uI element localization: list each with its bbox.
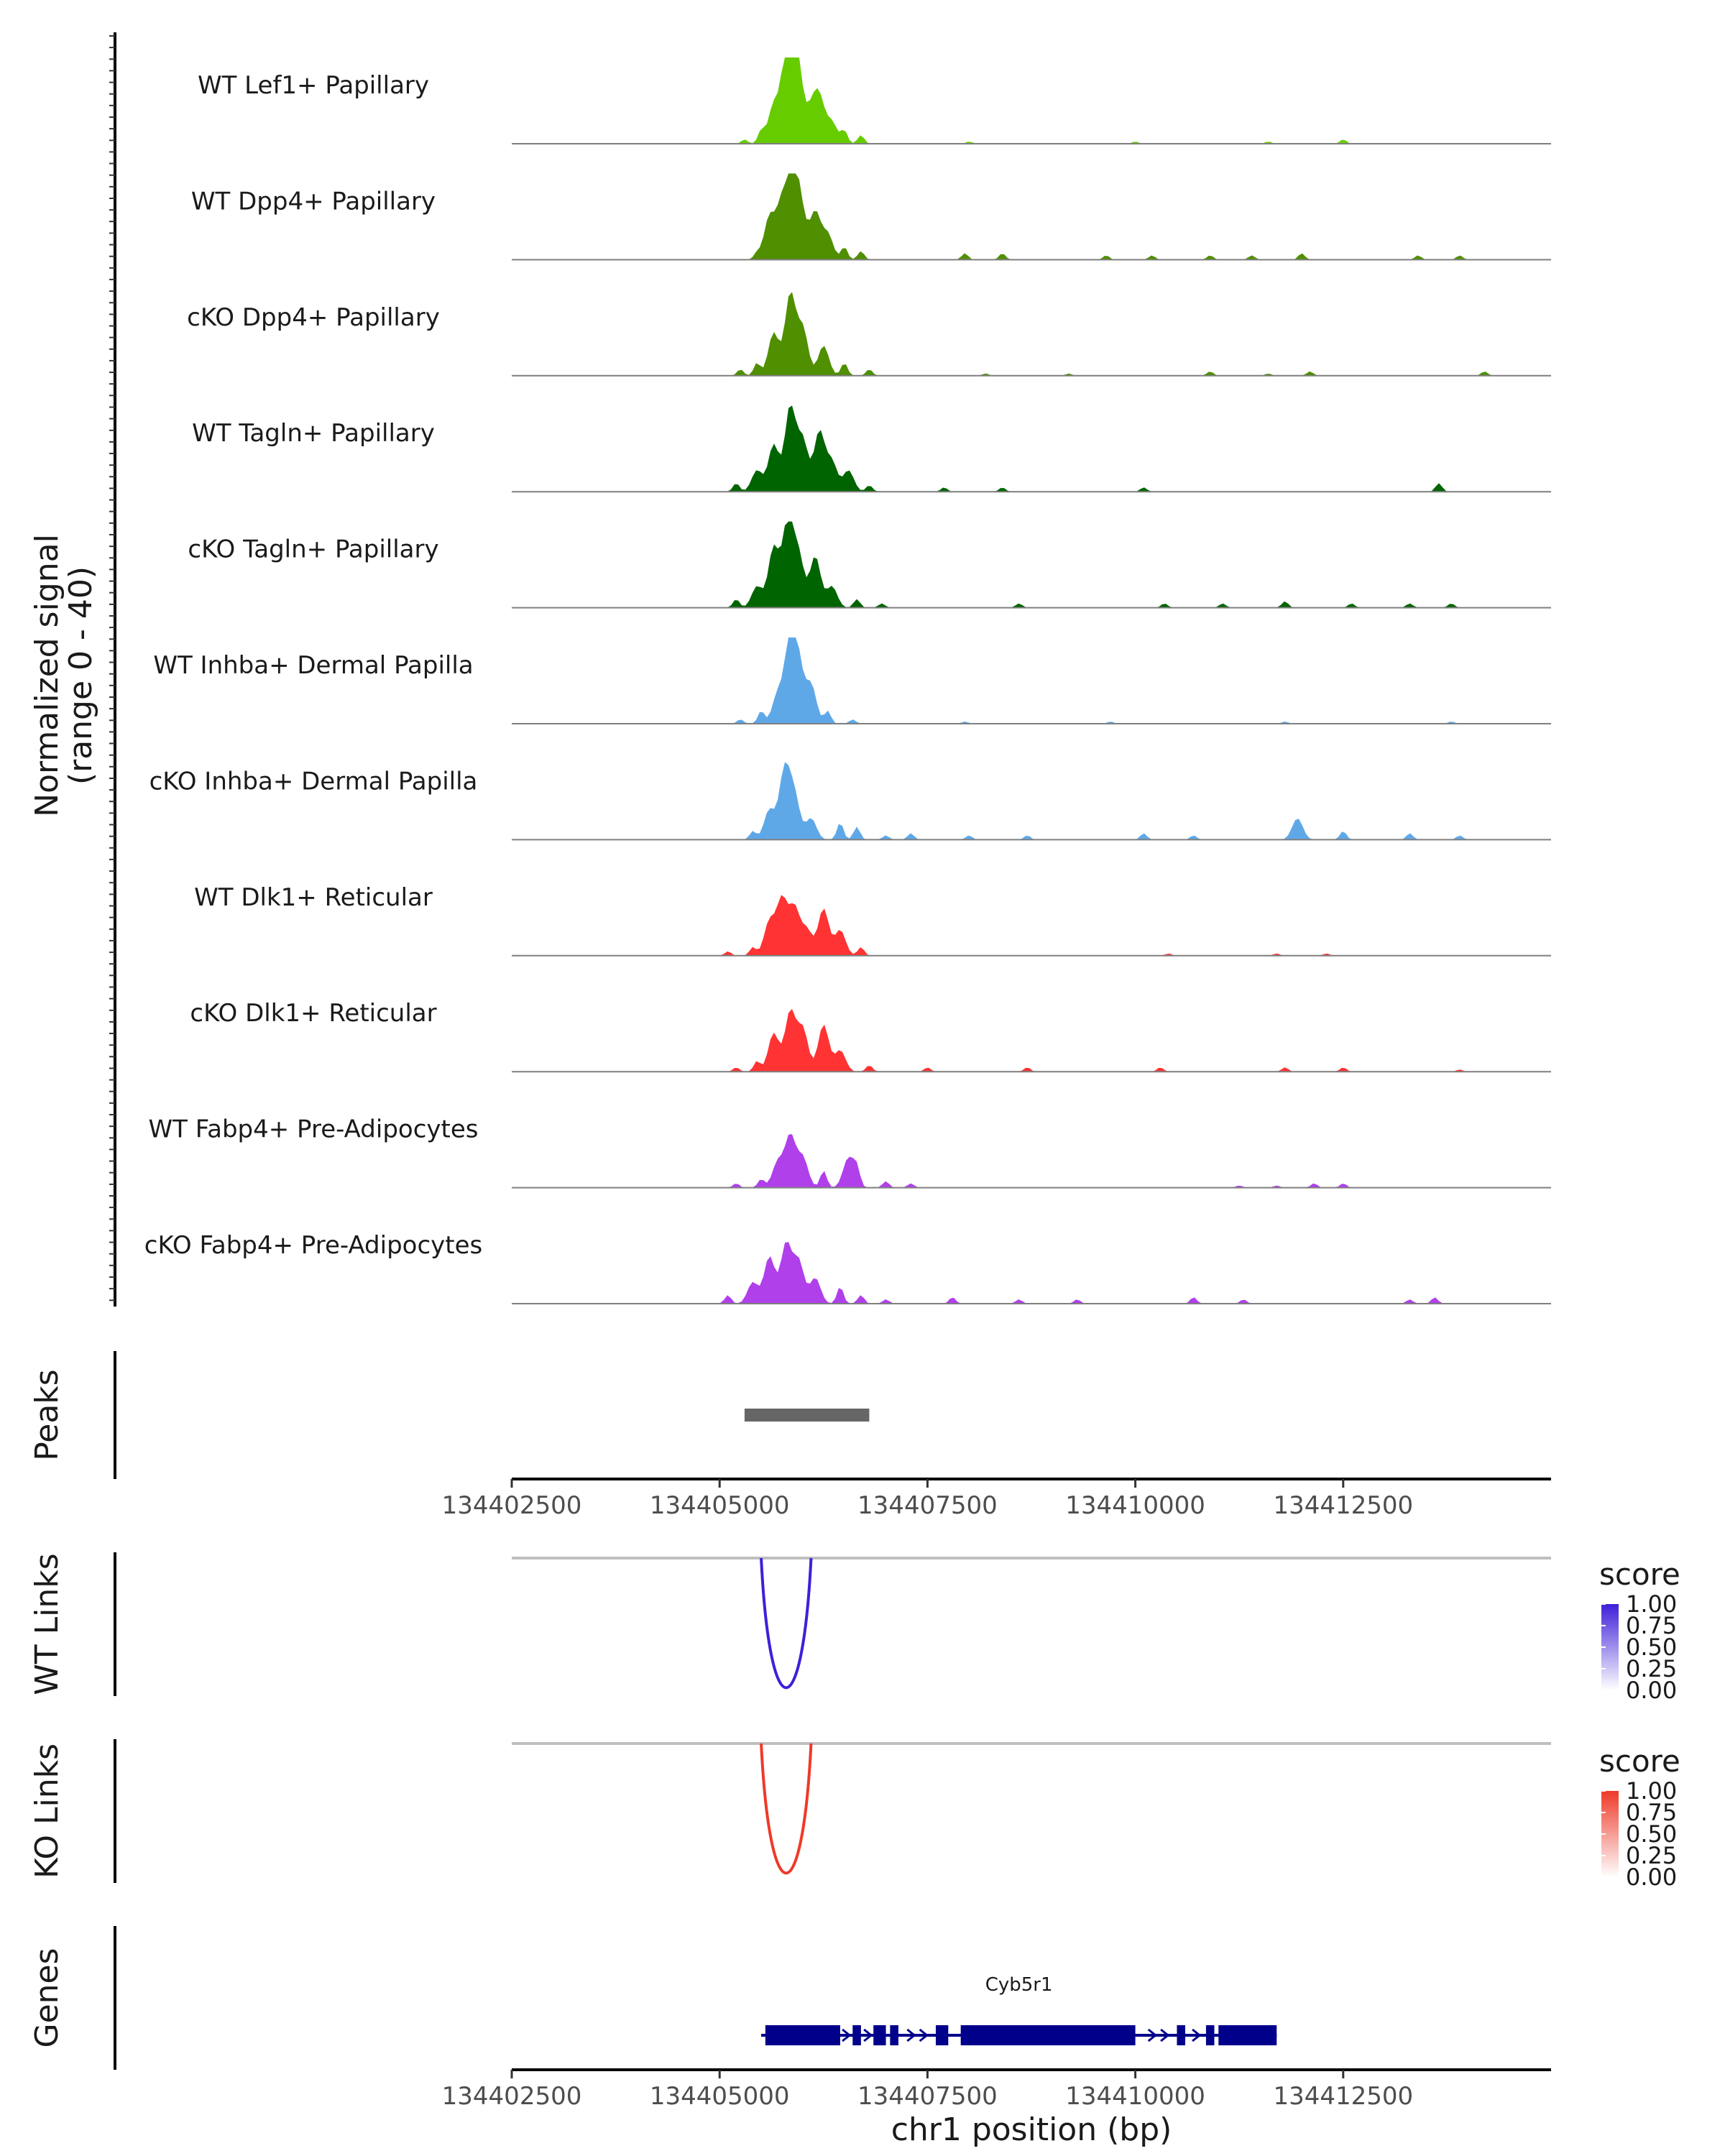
track-label: WT Inhba+ Dermal Papilla xyxy=(153,651,473,680)
coverage-track: WT Dlk1+ Reticular xyxy=(194,883,1551,957)
coverage-track: WT Lef1+ Papillary xyxy=(198,57,1551,144)
ko-legend-ticks: 1.000.750.500.250.00 xyxy=(1601,1777,1677,1891)
gene-exon xyxy=(1177,2025,1186,2045)
link-arc xyxy=(760,1557,813,1690)
gene-strand-arrow xyxy=(919,2028,929,2042)
legend-tick-label: 0.50 xyxy=(1626,1634,1677,1661)
genes-panel-label: Genes xyxy=(29,1948,65,2047)
gene-exon xyxy=(1205,2025,1215,2045)
ko-links xyxy=(512,1742,1551,1875)
x-tick-label: 134410000 xyxy=(1065,1491,1205,1520)
ko-legend-title: score xyxy=(1599,1743,1680,1779)
coverage-area xyxy=(512,895,1551,956)
wt-score-legend: score 1.000.750.500.250.00 xyxy=(1599,1557,1680,1704)
coverage-area xyxy=(512,405,1551,492)
wt-links-label: WT Links xyxy=(29,1553,65,1695)
x-axis-title: chr1 position (bp) xyxy=(891,2111,1172,2148)
coverage-track: WT Tagln+ Papillary xyxy=(192,405,1551,493)
track-label: cKO Dlk1+ Reticular xyxy=(190,999,436,1028)
legend-tick-label: 1.00 xyxy=(1626,1590,1677,1618)
coverage-track: cKO Tagln+ Papillary xyxy=(188,521,1551,609)
coverage-track: cKO Dlk1+ Reticular xyxy=(190,999,1551,1073)
signal-axis-title: Normalized signal xyxy=(29,534,65,817)
legend-tick-label: 0.00 xyxy=(1626,1677,1677,1704)
x-tick-label: 134412500 xyxy=(1273,2082,1413,2111)
x-tick-label: 134412500 xyxy=(1273,1491,1413,1520)
coverage-area xyxy=(512,1242,1551,1304)
legend-tick-label: 0.25 xyxy=(1626,1655,1677,1682)
gene-exon xyxy=(935,2025,949,2045)
x-tick-label: 134402500 xyxy=(442,1491,582,1520)
x-tick-label: 134407500 xyxy=(857,1491,998,1520)
coverage-track: cKO Dpp4+ Papillary xyxy=(187,292,1551,377)
track-label: WT Dpp4+ Papillary xyxy=(191,187,436,216)
track-label: cKO Tagln+ Papillary xyxy=(188,535,438,564)
signal-axis-range: (range 0 - 40) xyxy=(63,566,99,785)
gene-strand-arrow xyxy=(1192,2028,1202,2042)
legend-tick-label: 1.00 xyxy=(1626,1777,1677,1805)
gene-exon xyxy=(890,2025,898,2045)
wt-links xyxy=(512,1557,1551,1690)
track-label: cKO Fabp4+ Pre-Adipocytes xyxy=(144,1231,483,1260)
coverage-track: WT Dpp4+ Papillary xyxy=(191,173,1551,261)
link-arc xyxy=(760,1743,813,1875)
coverage-area xyxy=(512,173,1551,260)
gene-strand-arrow xyxy=(863,2028,873,2042)
track-label: WT Dlk1+ Reticular xyxy=(194,883,433,912)
track-label: WT Tagln+ Papillary xyxy=(192,419,435,448)
peaks-panel-label: Peaks xyxy=(29,1369,65,1460)
gene-strand-arrow xyxy=(1160,2028,1170,2042)
legend-tick-label: 0.00 xyxy=(1626,1864,1677,1891)
coverage-track: WT Inhba+ Dermal Papilla xyxy=(153,637,1551,724)
coverage-area xyxy=(512,1008,1551,1072)
track-label: WT Fabp4+ Pre-Adipocytes xyxy=(149,1115,479,1144)
x-axis-bottom-ticks: 134402500 134405000 134407500 134410000 1344… xyxy=(442,2070,1413,2111)
coverage-area xyxy=(512,762,1551,840)
gene-exon xyxy=(765,2025,840,2045)
gene-exon xyxy=(1218,2025,1277,2045)
track-label: cKO Inhba+ Dermal Papilla xyxy=(150,767,478,796)
x-tick-label: 134405000 xyxy=(650,2082,790,2111)
gene-exon xyxy=(960,2025,1136,2045)
track-label: cKO Dpp4+ Papillary xyxy=(187,303,440,332)
peak-region xyxy=(744,1409,870,1422)
wt-legend-title: score xyxy=(1599,1557,1680,1592)
x-tick-label: 134407500 xyxy=(857,2082,998,2111)
coverage-area xyxy=(512,1134,1551,1188)
coverage-tracks: WT Lef1+ Papillary WT Dpp4+ Papillary cKO … xyxy=(144,57,1551,1304)
x-tick-label: 134402500 xyxy=(442,2082,582,2111)
gene-strand-arrow xyxy=(906,2028,916,2042)
gene-strand-arrow xyxy=(1147,2028,1158,2042)
legend-tick-label: 0.75 xyxy=(1626,1612,1677,1639)
legend-tick-label: 0.75 xyxy=(1626,1799,1677,1826)
coverage-area xyxy=(512,292,1551,376)
coverage-track: WT Fabp4+ Pre-Adipocytes xyxy=(149,1115,1551,1189)
coverage-track: cKO Fabp4+ Pre-Adipocytes xyxy=(144,1231,1551,1304)
x-tick-label: 134410000 xyxy=(1065,2082,1205,2111)
x-axis-top-ticks: 134402500 134405000 134407500 134410000 1344… xyxy=(442,1479,1413,1520)
coverage-area xyxy=(512,637,1551,724)
gene-model xyxy=(761,2025,1277,2045)
x-tick-label: 134405000 xyxy=(650,1491,790,1520)
peak-regions xyxy=(744,1409,870,1422)
track-label: WT Lef1+ Papillary xyxy=(198,71,429,100)
legend-tick-label: 0.25 xyxy=(1626,1842,1677,1869)
coverage-area xyxy=(512,521,1551,608)
legend-tick-label: 0.50 xyxy=(1626,1820,1677,1848)
gene-exon xyxy=(873,2025,886,2045)
signal-axis-ticks xyxy=(109,35,115,1302)
gene-strand-arrow xyxy=(842,2028,852,2042)
coverage-area xyxy=(512,57,1551,144)
wt-legend-ticks: 1.000.750.500.250.00 xyxy=(1601,1590,1677,1704)
coverage-track: cKO Inhba+ Dermal Papilla xyxy=(150,762,1551,841)
gene-name-label: Cyb5r1 xyxy=(985,1974,1053,1996)
gene-exon xyxy=(852,2025,861,2045)
ko-score-legend: score 1.000.750.500.250.00 xyxy=(1599,1743,1680,1891)
ko-links-label: KO Links xyxy=(29,1743,65,1879)
